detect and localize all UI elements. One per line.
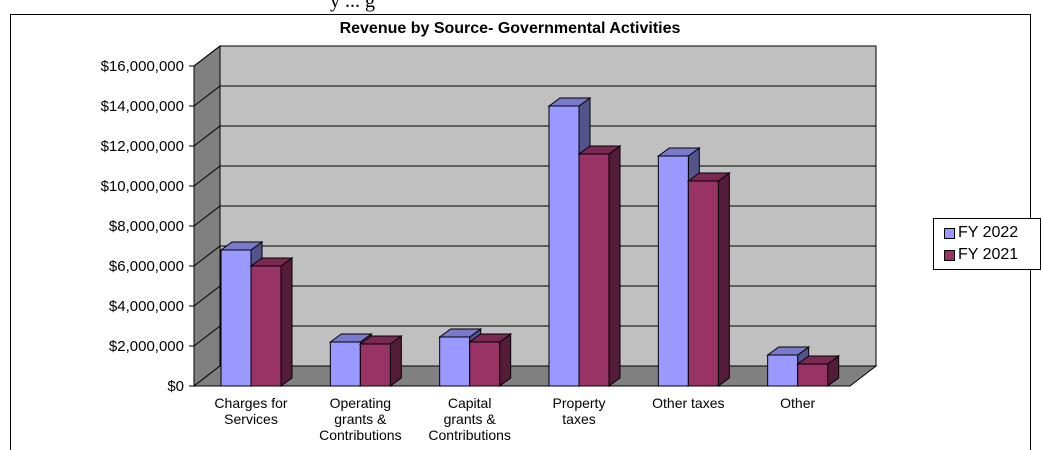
bar-fy2021 — [687, 180, 719, 387]
bar-fy2022 — [548, 105, 580, 387]
gridline-side — [193, 45, 221, 67]
bar-side-fy2021 — [499, 333, 512, 387]
category-label-line: Other taxes — [652, 395, 724, 411]
legend-label-fy2021: FY 2021 — [958, 246, 1019, 263]
category-label-line: Services — [224, 411, 278, 427]
bar-side-fy2021 — [608, 145, 621, 387]
gridline-side — [193, 165, 221, 187]
bar-fy2022 — [767, 354, 799, 387]
bar-fy2021 — [578, 153, 610, 387]
category-label: Charges for Services — [214, 395, 287, 427]
category-label: Operating grants & Contributions — [319, 395, 402, 443]
chart-title: Revenue by Source- Governmental Activiti… — [339, 20, 681, 37]
gridline-side — [193, 125, 221, 147]
bar-side-fy2021 — [280, 257, 293, 387]
bar-fy2021 — [797, 363, 829, 387]
bar-fy2021 — [250, 265, 282, 387]
gridline-side — [193, 245, 221, 267]
bar-fy2022 — [329, 341, 361, 387]
category-label-line: Charges for — [214, 395, 287, 411]
category-label: Capital grants & Contributions — [428, 395, 511, 443]
y-tick-label: $12,000,000 — [101, 138, 184, 155]
legend: FY 2022 FY 2021 — [933, 218, 1041, 270]
gridline-side — [193, 205, 221, 227]
category-label-line: Contributions — [319, 427, 402, 443]
cropped-heading-text: y ... g — [330, 0, 375, 12]
gridline-side — [193, 325, 221, 347]
legend-item-fy2022: FY 2022 — [944, 223, 1018, 243]
category-label-line: taxes — [562, 411, 595, 427]
y-tick-label: $2,000,000 — [109, 338, 184, 355]
gridline-side — [193, 285, 221, 307]
y-tick-label: $16,000,000 — [101, 58, 184, 75]
category-label-line: Contributions — [428, 427, 511, 443]
bar-side-fy2021 — [389, 335, 402, 387]
bar-fy2022 — [439, 336, 471, 387]
bar-fy2022 — [657, 155, 689, 387]
category-label-line: Other — [780, 395, 815, 411]
y-tick-label: $4,000,000 — [109, 298, 184, 315]
category-label-line: grants & — [444, 411, 497, 427]
bar-fy2022 — [220, 249, 252, 387]
category-label-line: Capital — [448, 395, 492, 411]
legend-swatch-fy2022 — [944, 227, 955, 239]
cropped-heading: y ... g — [0, 0, 1043, 13]
category-label: Other taxes — [652, 395, 724, 411]
y-tick-label: $0 — [167, 378, 184, 395]
bar-fy2021 — [359, 343, 391, 387]
bar-side-fy2021 — [717, 172, 730, 387]
y-tick-label: $8,000,000 — [109, 218, 184, 235]
y-tick-label: $14,000,000 — [101, 98, 184, 115]
category-label-line: grants & — [334, 411, 387, 427]
bar-fy2021 — [469, 341, 501, 387]
y-tick-label: $6,000,000 — [109, 258, 184, 275]
y-tick-label: $10,000,000 — [101, 178, 184, 195]
category-label: Property taxes — [553, 395, 606, 427]
gridline-side — [193, 85, 221, 107]
category-label-line: Operating — [330, 395, 391, 411]
category-label: Other — [780, 395, 815, 411]
category-label-line: Property — [553, 395, 606, 411]
legend-label-fy2022: FY 2022 — [958, 224, 1019, 241]
legend-item-fy2021: FY 2021 — [944, 245, 1018, 265]
legend-swatch-fy2021 — [944, 249, 955, 261]
